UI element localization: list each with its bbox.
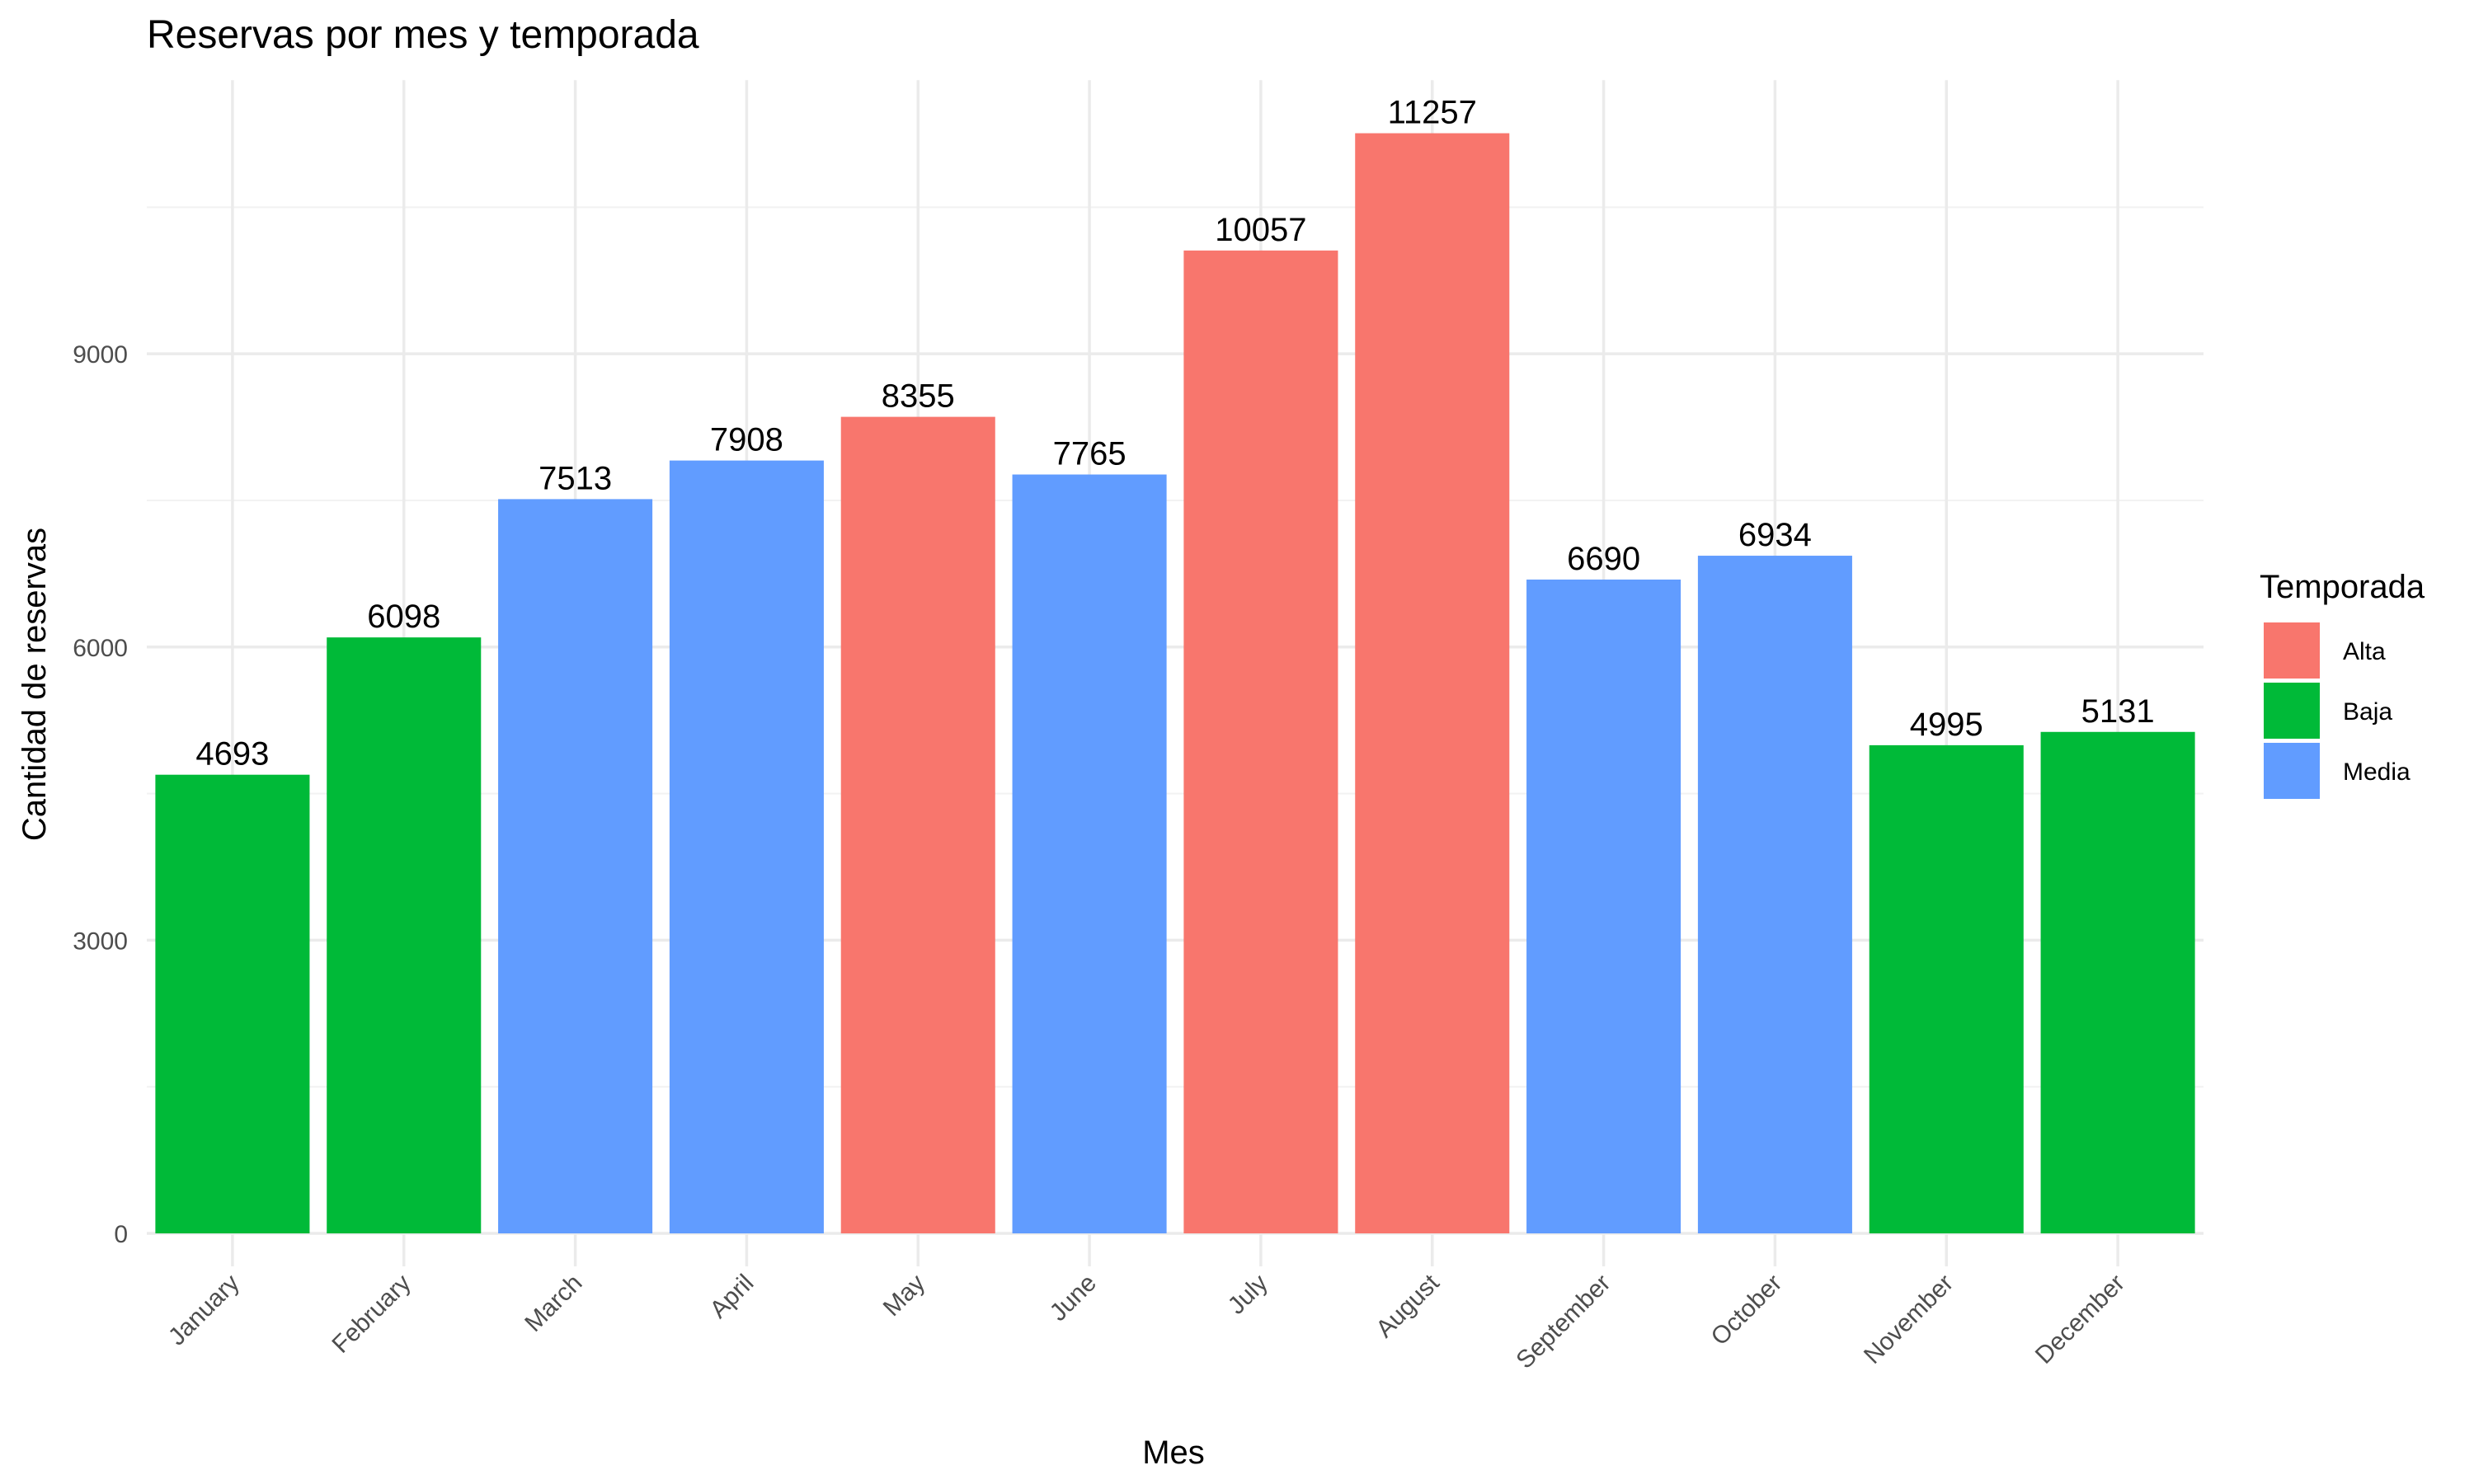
bar-june: [1012, 474, 1167, 1233]
legend-items: Alta Baja Media: [2264, 622, 2411, 799]
bar-december: [2040, 731, 2195, 1233]
x-tick-label-april: April: [705, 1270, 760, 1324]
y-axis-ticks: 0 3000 6000 9000: [73, 341, 128, 1248]
bar-august: [1355, 133, 1510, 1233]
x-tick-label-november: November: [1859, 1270, 1959, 1369]
bars: [155, 133, 2195, 1234]
y-tick-label: 0: [114, 1221, 128, 1248]
data-label-march: 7513: [539, 460, 612, 496]
bar-october: [1697, 556, 1852, 1233]
data-label-december: 5131: [2081, 693, 2155, 730]
chart-title: Reservas por mes y temporada: [147, 13, 699, 57]
x-tick-label-february: February: [327, 1270, 416, 1359]
legend-label-baja: Baja: [2343, 698, 2392, 726]
data-label-july: 10057: [1215, 212, 1306, 248]
y-tick-label: 9000: [73, 341, 128, 369]
x-tick-label-may: May: [878, 1270, 930, 1322]
x-tick-label-december: December: [2030, 1270, 2130, 1369]
bar-july: [1183, 250, 1338, 1233]
legend-key-baja: [2264, 683, 2320, 739]
y-axis-title: Cantidad de reservas: [16, 528, 53, 841]
data-label-september: 6690: [1567, 541, 1640, 577]
y-tick-label: 3000: [73, 928, 128, 955]
bar-march: [498, 499, 653, 1233]
data-label-november: 4995: [1910, 707, 1983, 743]
x-axis-title: Mes: [1142, 1435, 1205, 1471]
x-tick-label-january: January: [163, 1270, 245, 1351]
data-labels: 4693 6098 7513 7908 8355 7765 10057 11257 6690 69…: [195, 95, 2154, 773]
data-label-may: 8355: [882, 378, 955, 415]
x-tick-label-june: June: [1045, 1270, 1102, 1327]
legend: Temporada Alta Baja Media: [2260, 569, 2425, 799]
data-label-february: 6098: [367, 599, 440, 635]
bar-november: [1869, 744, 2024, 1233]
bar-january: [155, 774, 310, 1233]
legend-title: Temporada: [2260, 569, 2425, 605]
bar-may: [840, 416, 995, 1234]
y-tick-label: 6000: [73, 635, 128, 662]
x-tick-label-march: March: [520, 1270, 587, 1337]
x-tick-label-october: October: [1706, 1270, 1788, 1351]
bar-february: [327, 637, 482, 1233]
x-axis-ticks: January February March April May June July Augu…: [163, 1269, 2130, 1374]
x-tick-label-august: August: [1371, 1269, 1445, 1343]
data-label-august: 11257: [1388, 95, 1477, 131]
legend-key-alta: [2264, 622, 2320, 679]
data-label-april: 7908: [710, 422, 783, 458]
legend-label-alta: Alta: [2343, 638, 2386, 665]
data-label-october: 6934: [1738, 517, 1812, 553]
x-tick-label-september: September: [1511, 1270, 1616, 1374]
legend-label-media: Media: [2343, 758, 2411, 786]
x-tick-label-july: July: [1223, 1270, 1273, 1320]
data-label-june: 7765: [1053, 436, 1126, 472]
bar-september: [1526, 579, 1681, 1233]
data-label-january: 4693: [195, 736, 269, 773]
legend-key-media: [2264, 743, 2320, 799]
bar-april: [669, 460, 824, 1233]
